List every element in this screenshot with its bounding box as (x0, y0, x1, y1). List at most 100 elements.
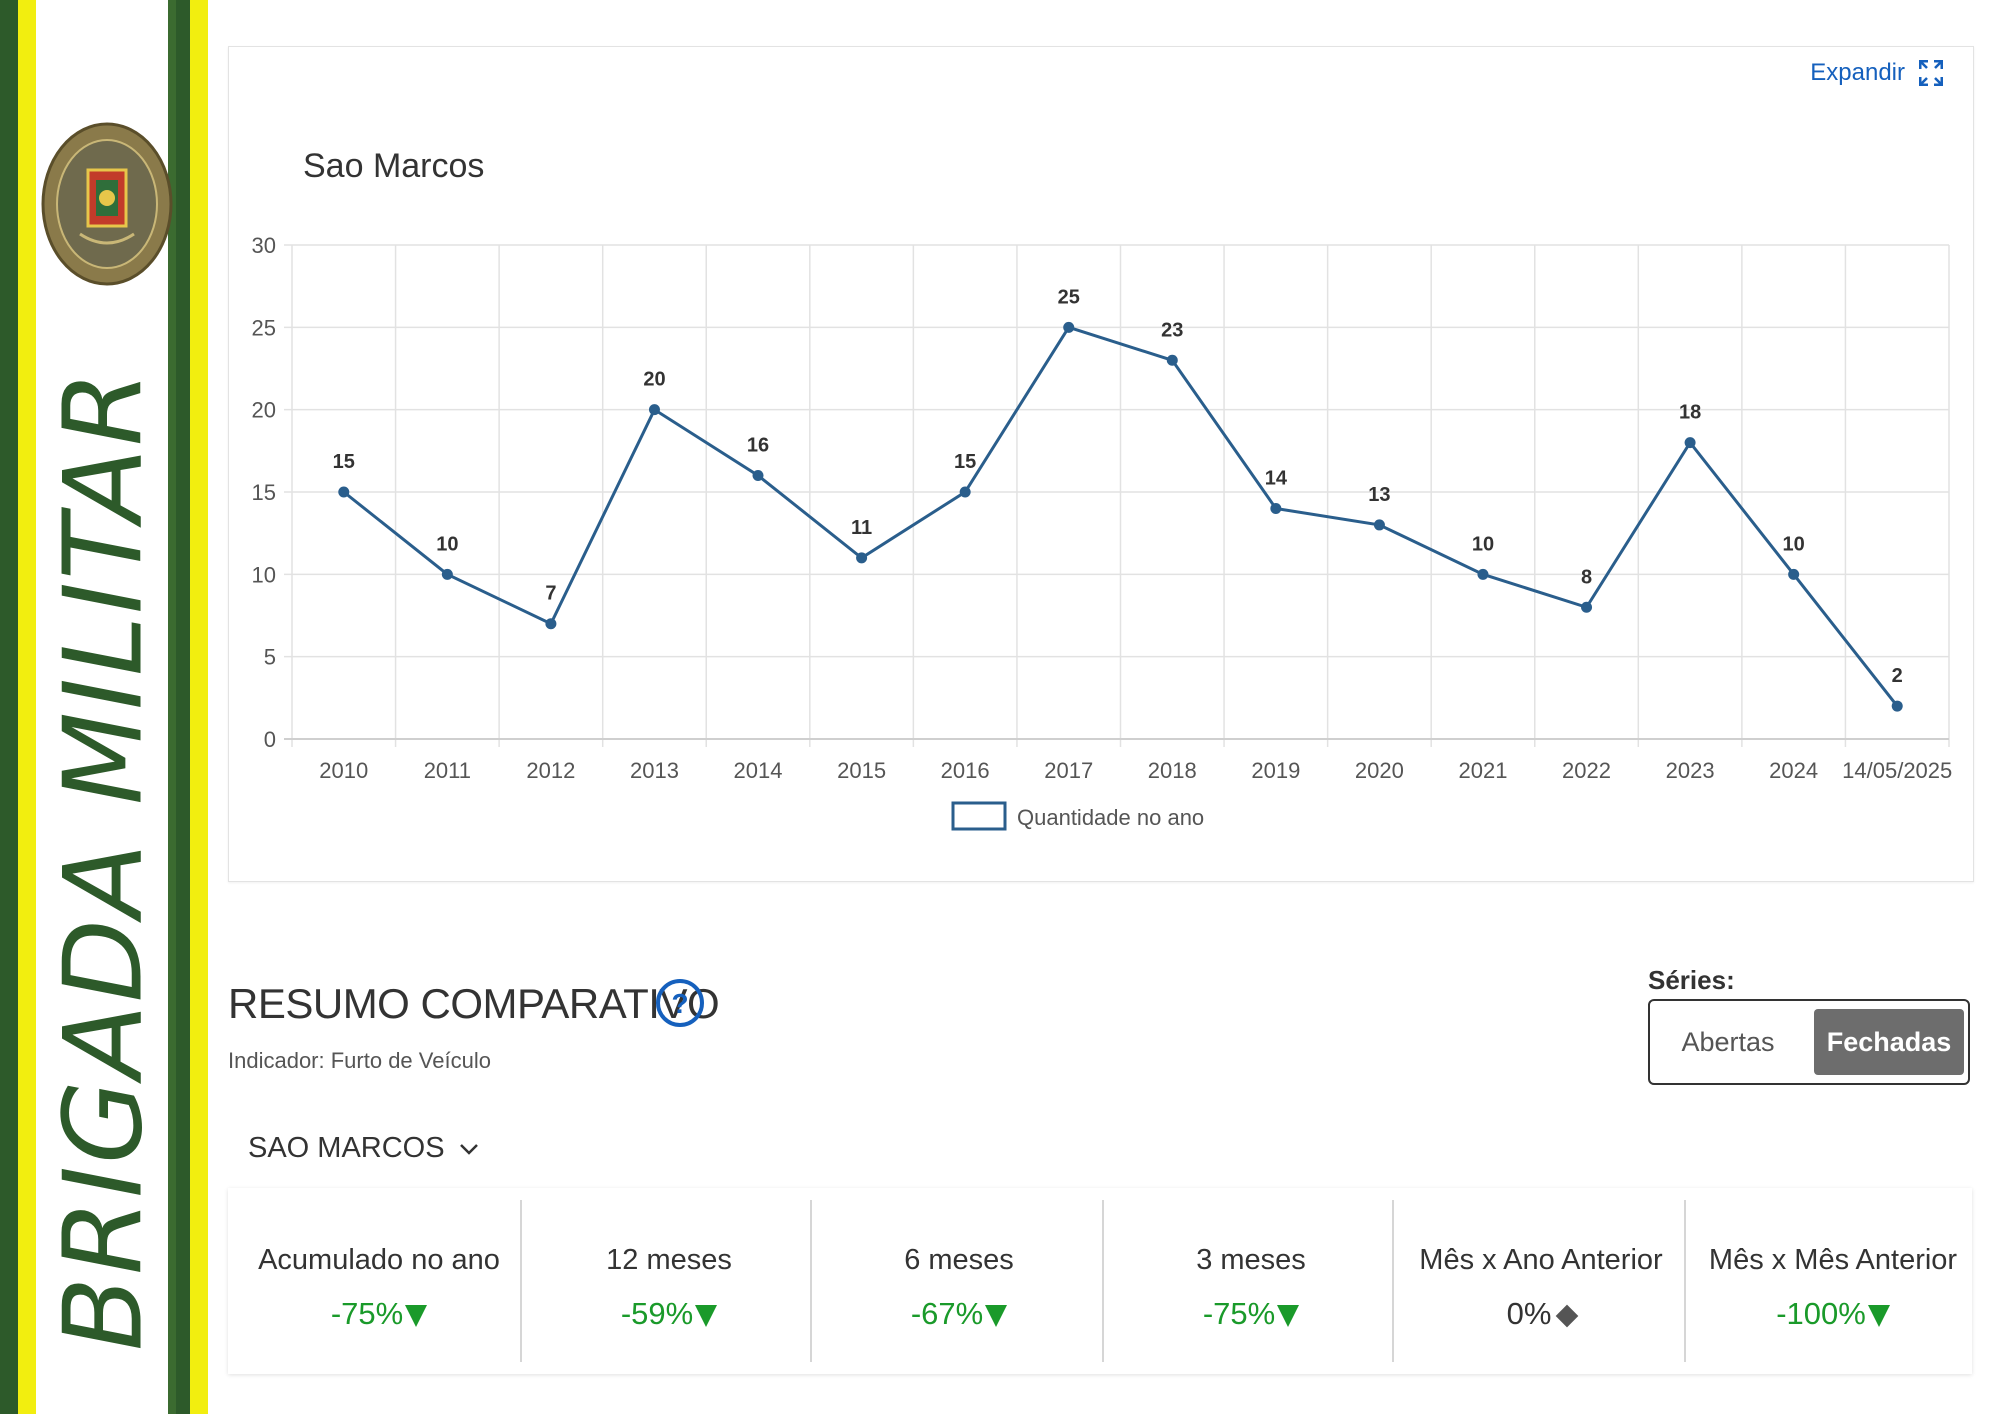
summary-title: RESUMO COMPARATIVO (228, 980, 720, 1027)
metric-label: 3 meses (1196, 1244, 1306, 1276)
metric-12-months: 12 meses -59% (524, 1200, 814, 1362)
metric-accumulated: Acumulado no ano -75% (234, 1200, 524, 1362)
metric-month-vs-prev-month: Mês x Mês Anterior -100% (1688, 1200, 1978, 1362)
x-tick-label: 2021 (1458, 758, 1507, 783)
sidebar-stripe (176, 0, 190, 1414)
metric-label: 12 meses (606, 1244, 732, 1276)
metric-label: Mês x Ano Anterior (1419, 1244, 1663, 1276)
data-point (959, 486, 971, 498)
x-tick-label: 2014 (734, 758, 783, 783)
legend-swatch (951, 801, 1007, 831)
metric-value: -67% (814, 1296, 1104, 1332)
metric-divider (520, 1200, 522, 1362)
data-point (1373, 519, 1385, 531)
data-point (1684, 437, 1696, 449)
chart-title: Sao Marcos (303, 147, 485, 185)
y-tick-label: 10 (252, 562, 276, 587)
series-toggle: Abertas Fechadas (1648, 999, 1970, 1085)
data-label: 16 (747, 435, 769, 457)
data-point (752, 470, 764, 482)
data-label: 13 (1368, 484, 1390, 506)
data-label: 18 (1679, 402, 1701, 424)
x-tick-label: 2013 (630, 758, 679, 783)
y-tick-label: 20 (252, 398, 276, 423)
data-point (1891, 700, 1903, 712)
data-label: 11 (851, 517, 872, 539)
metric-label: 6 meses (904, 1244, 1014, 1276)
data-label: 14 (1265, 467, 1288, 489)
data-label: 7 (545, 583, 556, 605)
y-tick-label: 5 (264, 645, 276, 670)
y-tick-label: 30 (252, 233, 276, 258)
series-label: Séries: (1648, 965, 1735, 995)
brand-title: BRIGADA MILITAR (41, 369, 167, 1351)
data-label: 20 (643, 369, 665, 391)
data-point (1270, 502, 1282, 514)
chart-card: 0 5 10 15 20 25 30 2010 2011 2012 2013 2014 2015 2016… (228, 46, 1974, 882)
metric-6-months: 6 meses -67% (814, 1200, 1104, 1362)
series-option-fechadas[interactable]: Fechadas (1814, 1009, 1964, 1075)
data-point (856, 552, 868, 564)
expand-label: Expandir (1810, 59, 1905, 86)
data-point (1581, 601, 1593, 613)
trend-down-icon (695, 1304, 718, 1327)
chevron-down-icon (459, 1143, 478, 1155)
data-point (1477, 568, 1489, 580)
metrics-card: Acumulado no ano -75% 12 meses -59% 6 me… (228, 1188, 1972, 1374)
x-tick-label: 2022 (1562, 758, 1611, 783)
x-tick-label: 2023 (1666, 758, 1715, 783)
trend-down-icon (405, 1304, 428, 1327)
data-label: 2 (1892, 665, 1903, 687)
metric-divider (1102, 1200, 1104, 1362)
series-line (342, 325, 1899, 707)
metric-month-vs-prev-year: Mês x Ano Anterior 0% (1396, 1200, 1686, 1362)
y-tick-label: 25 (252, 315, 276, 340)
data-point (545, 618, 557, 630)
x-tick-label: 2015 (837, 758, 886, 783)
sidebar-stripe (190, 0, 208, 1414)
metric-value: -75% (1106, 1296, 1396, 1332)
data-point (1063, 321, 1075, 333)
metric-value: -100% (1688, 1296, 1978, 1332)
data-point (441, 568, 453, 580)
data-point (1166, 354, 1178, 366)
question-circle-icon[interactable]: ? (655, 978, 705, 1028)
data-label: 23 (1161, 319, 1183, 341)
x-tick-label: 2010 (319, 758, 368, 783)
y-tick-label: 0 (264, 727, 276, 752)
data-label: 10 (1472, 533, 1494, 555)
svg-text:?: ? (671, 988, 688, 1019)
data-label: 10 (1783, 533, 1805, 555)
sidebar-stripe (168, 0, 176, 1414)
series-option-abertas[interactable]: Abertas (1681, 1027, 1775, 1057)
region-dropdown[interactable]: SAO MARCOS (248, 1132, 479, 1165)
metric-divider (1392, 1200, 1394, 1362)
expand-button[interactable]: Expandir (1810, 59, 1943, 87)
x-tick-label: 2017 (1044, 758, 1093, 783)
brand-sidebar: BRIGADA MILITAR (0, 0, 208, 1414)
x-tick-label: 2011 (424, 758, 471, 783)
x-tick-label: 2024 (1769, 758, 1818, 783)
metric-divider (810, 1200, 812, 1362)
y-tick-label: 15 (252, 480, 276, 505)
x-tick-label: 14/05/2025 (1842, 758, 1952, 783)
x-tick-label: 2018 (1148, 758, 1197, 783)
data-label: 15 (954, 451, 976, 473)
data-point (1788, 568, 1800, 580)
expand-icon (1919, 60, 1943, 86)
military-emblem-icon (41, 122, 173, 286)
data-label: 15 (333, 451, 355, 473)
metric-value: -75% (234, 1296, 524, 1332)
data-point (338, 486, 350, 498)
trend-down-icon (1867, 1304, 1890, 1327)
metric-value: -59% (524, 1296, 814, 1332)
legend-label: Quantidade no ano (1017, 805, 1204, 830)
metric-divider (1684, 1200, 1686, 1362)
data-label: 8 (1581, 566, 1592, 588)
data-point (648, 404, 660, 416)
indicator-text: Indicador: Furto de Veículo (228, 1048, 491, 1073)
region-value: SAO MARCOS (248, 1132, 445, 1164)
trend-down-icon (985, 1304, 1008, 1327)
x-tick-label: 2016 (941, 758, 990, 783)
